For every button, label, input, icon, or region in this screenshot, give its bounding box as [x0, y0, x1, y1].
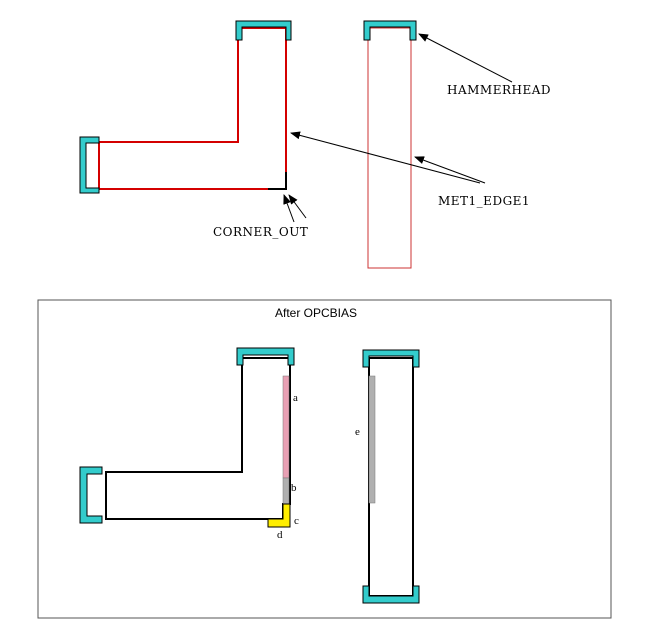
met1-edge1-label: MET1_EDGE1 [438, 194, 530, 208]
met1-edge1-arrow-right [414, 156, 486, 184]
bias-segment-a [282, 375, 290, 479]
met1-edge1-arrow-left [290, 131, 481, 184]
edge-label-d: d [277, 529, 283, 541]
panel-title: After OPCBIAS [275, 306, 357, 320]
thin-bar-outline [367, 27, 412, 269]
hammerhead-l-left [79, 136, 100, 194]
bias-segment-cd [267, 503, 291, 528]
edge-label-e: e [355, 426, 360, 438]
panel-frame [37, 299, 612, 619]
corner-out-arrow-1 [283, 194, 295, 223]
biased-l-shape-outline [105, 357, 291, 520]
edge-label-a: a [293, 392, 298, 404]
biased-bar-outline [368, 357, 414, 597]
hammerhead-biased-bar-top [362, 349, 420, 368]
corner-out-arrow-2 [288, 194, 307, 219]
corner-out-label: CORNER_OUT [213, 225, 308, 239]
after-opcbias-panel: After OPCBIAS a b c d e [37, 299, 612, 619]
hammerhead-l-top [235, 20, 292, 41]
edge-label-c: c [294, 515, 299, 527]
hammerhead-bar-top [363, 20, 417, 41]
bias-segment-b [282, 477, 290, 505]
l-shape-outline [98, 27, 287, 190]
hammerhead-label: HAMMERHEAD [447, 83, 551, 97]
before-section: HAMMERHEAD MET1_EDGE1 CORNER_OUT [79, 20, 551, 269]
hammerhead-arrow [418, 33, 513, 83]
hammerhead-biased-l-top [236, 347, 295, 366]
edge-label-b: b [291, 482, 297, 494]
hammerhead-biased-l-left [79, 466, 103, 524]
corner-segment [268, 172, 287, 190]
bias-segment-e [368, 375, 376, 504]
hammerhead-biased-bar-bottom [362, 585, 420, 604]
